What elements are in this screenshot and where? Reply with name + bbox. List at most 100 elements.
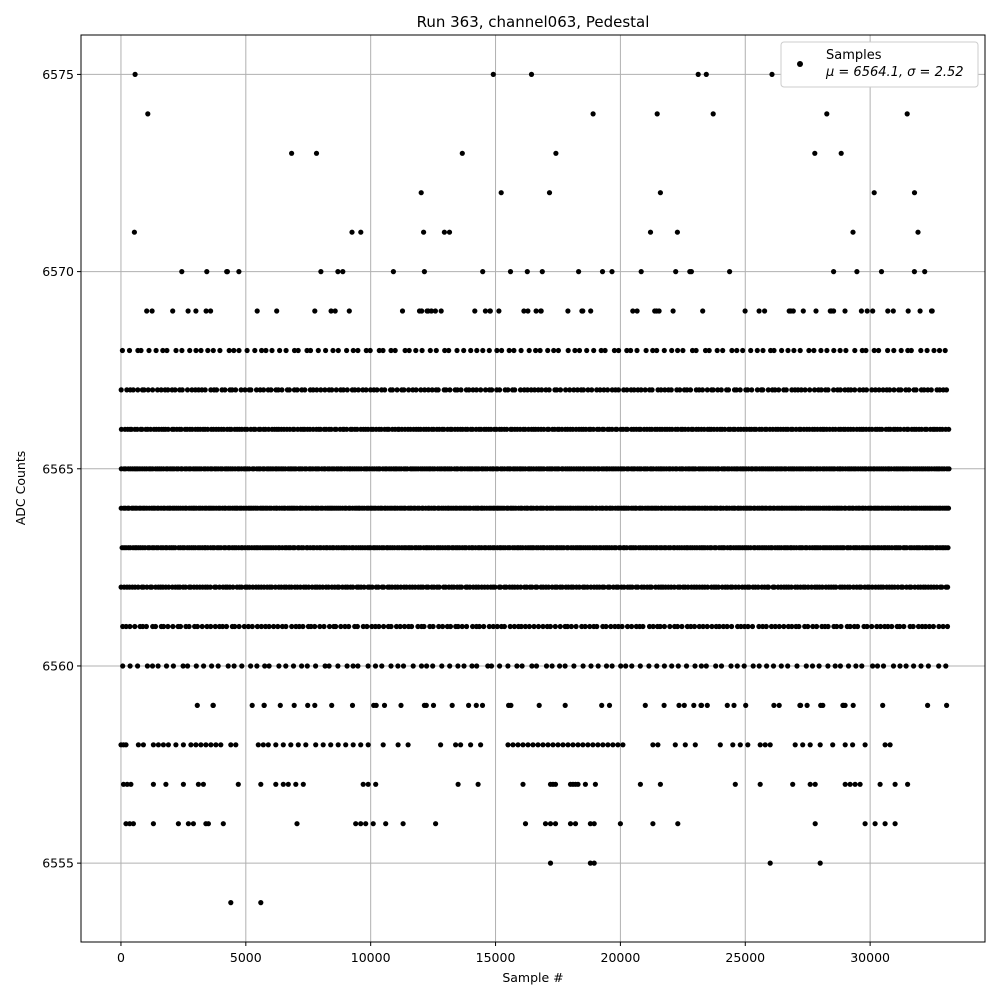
- data-point: [906, 387, 912, 393]
- data-point: [859, 347, 865, 354]
- data-point: [328, 742, 334, 748]
- data-point: [807, 742, 813, 748]
- data-point: [798, 387, 804, 393]
- data-point: [668, 387, 674, 393]
- data-point: [392, 347, 398, 354]
- data-point: [150, 387, 156, 393]
- data-point: [547, 821, 554, 827]
- data-point: [529, 584, 535, 590]
- data-point: [910, 623, 916, 630]
- data-point: [521, 308, 527, 314]
- data-point: [199, 623, 205, 630]
- data-point: [446, 229, 453, 235]
- data-point: [917, 308, 923, 314]
- data-point: [342, 623, 348, 630]
- data-point: [525, 742, 531, 748]
- data-point: [568, 623, 575, 630]
- data-point: [360, 781, 366, 787]
- data-point: [266, 623, 272, 630]
- data-point: [921, 387, 927, 393]
- data-point: [291, 702, 297, 709]
- data-point: [887, 387, 893, 393]
- data-point: [885, 308, 891, 314]
- data-point: [576, 347, 583, 354]
- data-point: [208, 742, 214, 748]
- data-point: [293, 781, 299, 787]
- data-point: [294, 821, 300, 827]
- data-point: [872, 387, 879, 393]
- data-point: [149, 308, 155, 314]
- data-point: [905, 781, 911, 787]
- data-point: [459, 623, 465, 630]
- data-point: [564, 623, 571, 630]
- data-point: [370, 821, 376, 827]
- data-point: [776, 623, 782, 630]
- data-point: [323, 347, 329, 354]
- data-point: [468, 347, 474, 354]
- data-point: [458, 387, 464, 393]
- data-point: [376, 347, 382, 354]
- data-point: [736, 584, 742, 590]
- data-point: [830, 742, 836, 748]
- data-point: [657, 623, 663, 630]
- data-point: [476, 623, 482, 630]
- data-point: [499, 347, 505, 354]
- data-point: [693, 347, 699, 354]
- data-point: [447, 387, 453, 393]
- data-point: [395, 663, 401, 669]
- data-point: [624, 426, 631, 432]
- data-point: [930, 623, 937, 630]
- data-point: [290, 663, 297, 669]
- data-point: [724, 623, 730, 630]
- data-point: [572, 821, 579, 827]
- data-point: [525, 308, 531, 314]
- data-point: [551, 347, 557, 354]
- data-point: [729, 347, 735, 354]
- data-point: [182, 584, 189, 590]
- data-point: [591, 821, 597, 827]
- data-point: [252, 426, 258, 432]
- data-point: [261, 387, 267, 393]
- data-point: [149, 584, 155, 590]
- data-point: [704, 387, 710, 393]
- data-point: [170, 308, 176, 314]
- data-point: [135, 387, 141, 393]
- data-point: [480, 347, 486, 354]
- data-point: [128, 781, 134, 787]
- data-point: [575, 781, 581, 787]
- data-point: [126, 347, 133, 354]
- data-point: [506, 347, 512, 354]
- data-point: [650, 623, 656, 630]
- data-point: [288, 742, 294, 748]
- data-point: [779, 347, 785, 354]
- data-point: [905, 308, 911, 314]
- data-point: [394, 387, 400, 393]
- data-point: [205, 426, 211, 432]
- data-point: [230, 584, 236, 590]
- data-point: [669, 347, 675, 354]
- data-point: [198, 742, 204, 748]
- data-point: [141, 387, 147, 393]
- data-point: [488, 663, 495, 669]
- data-point: [552, 781, 559, 787]
- data-point: [869, 387, 875, 393]
- data-point: [295, 347, 301, 354]
- data-point: [318, 387, 324, 393]
- data-point: [397, 623, 403, 630]
- data-point: [163, 781, 169, 787]
- data-point: [880, 663, 887, 669]
- data-point: [929, 308, 935, 314]
- data-point: [601, 426, 607, 432]
- data-point: [546, 584, 552, 590]
- data-point: [620, 742, 626, 748]
- data-point: [687, 387, 694, 393]
- data-point: [505, 387, 511, 393]
- data-point: [818, 387, 824, 393]
- data-point: [218, 742, 224, 748]
- data-point: [235, 781, 241, 787]
- data-point: [365, 781, 371, 787]
- data-point: [680, 347, 686, 354]
- data-point: [150, 781, 156, 787]
- data-point: [443, 387, 449, 393]
- y-tick-label: 6555: [42, 856, 74, 871]
